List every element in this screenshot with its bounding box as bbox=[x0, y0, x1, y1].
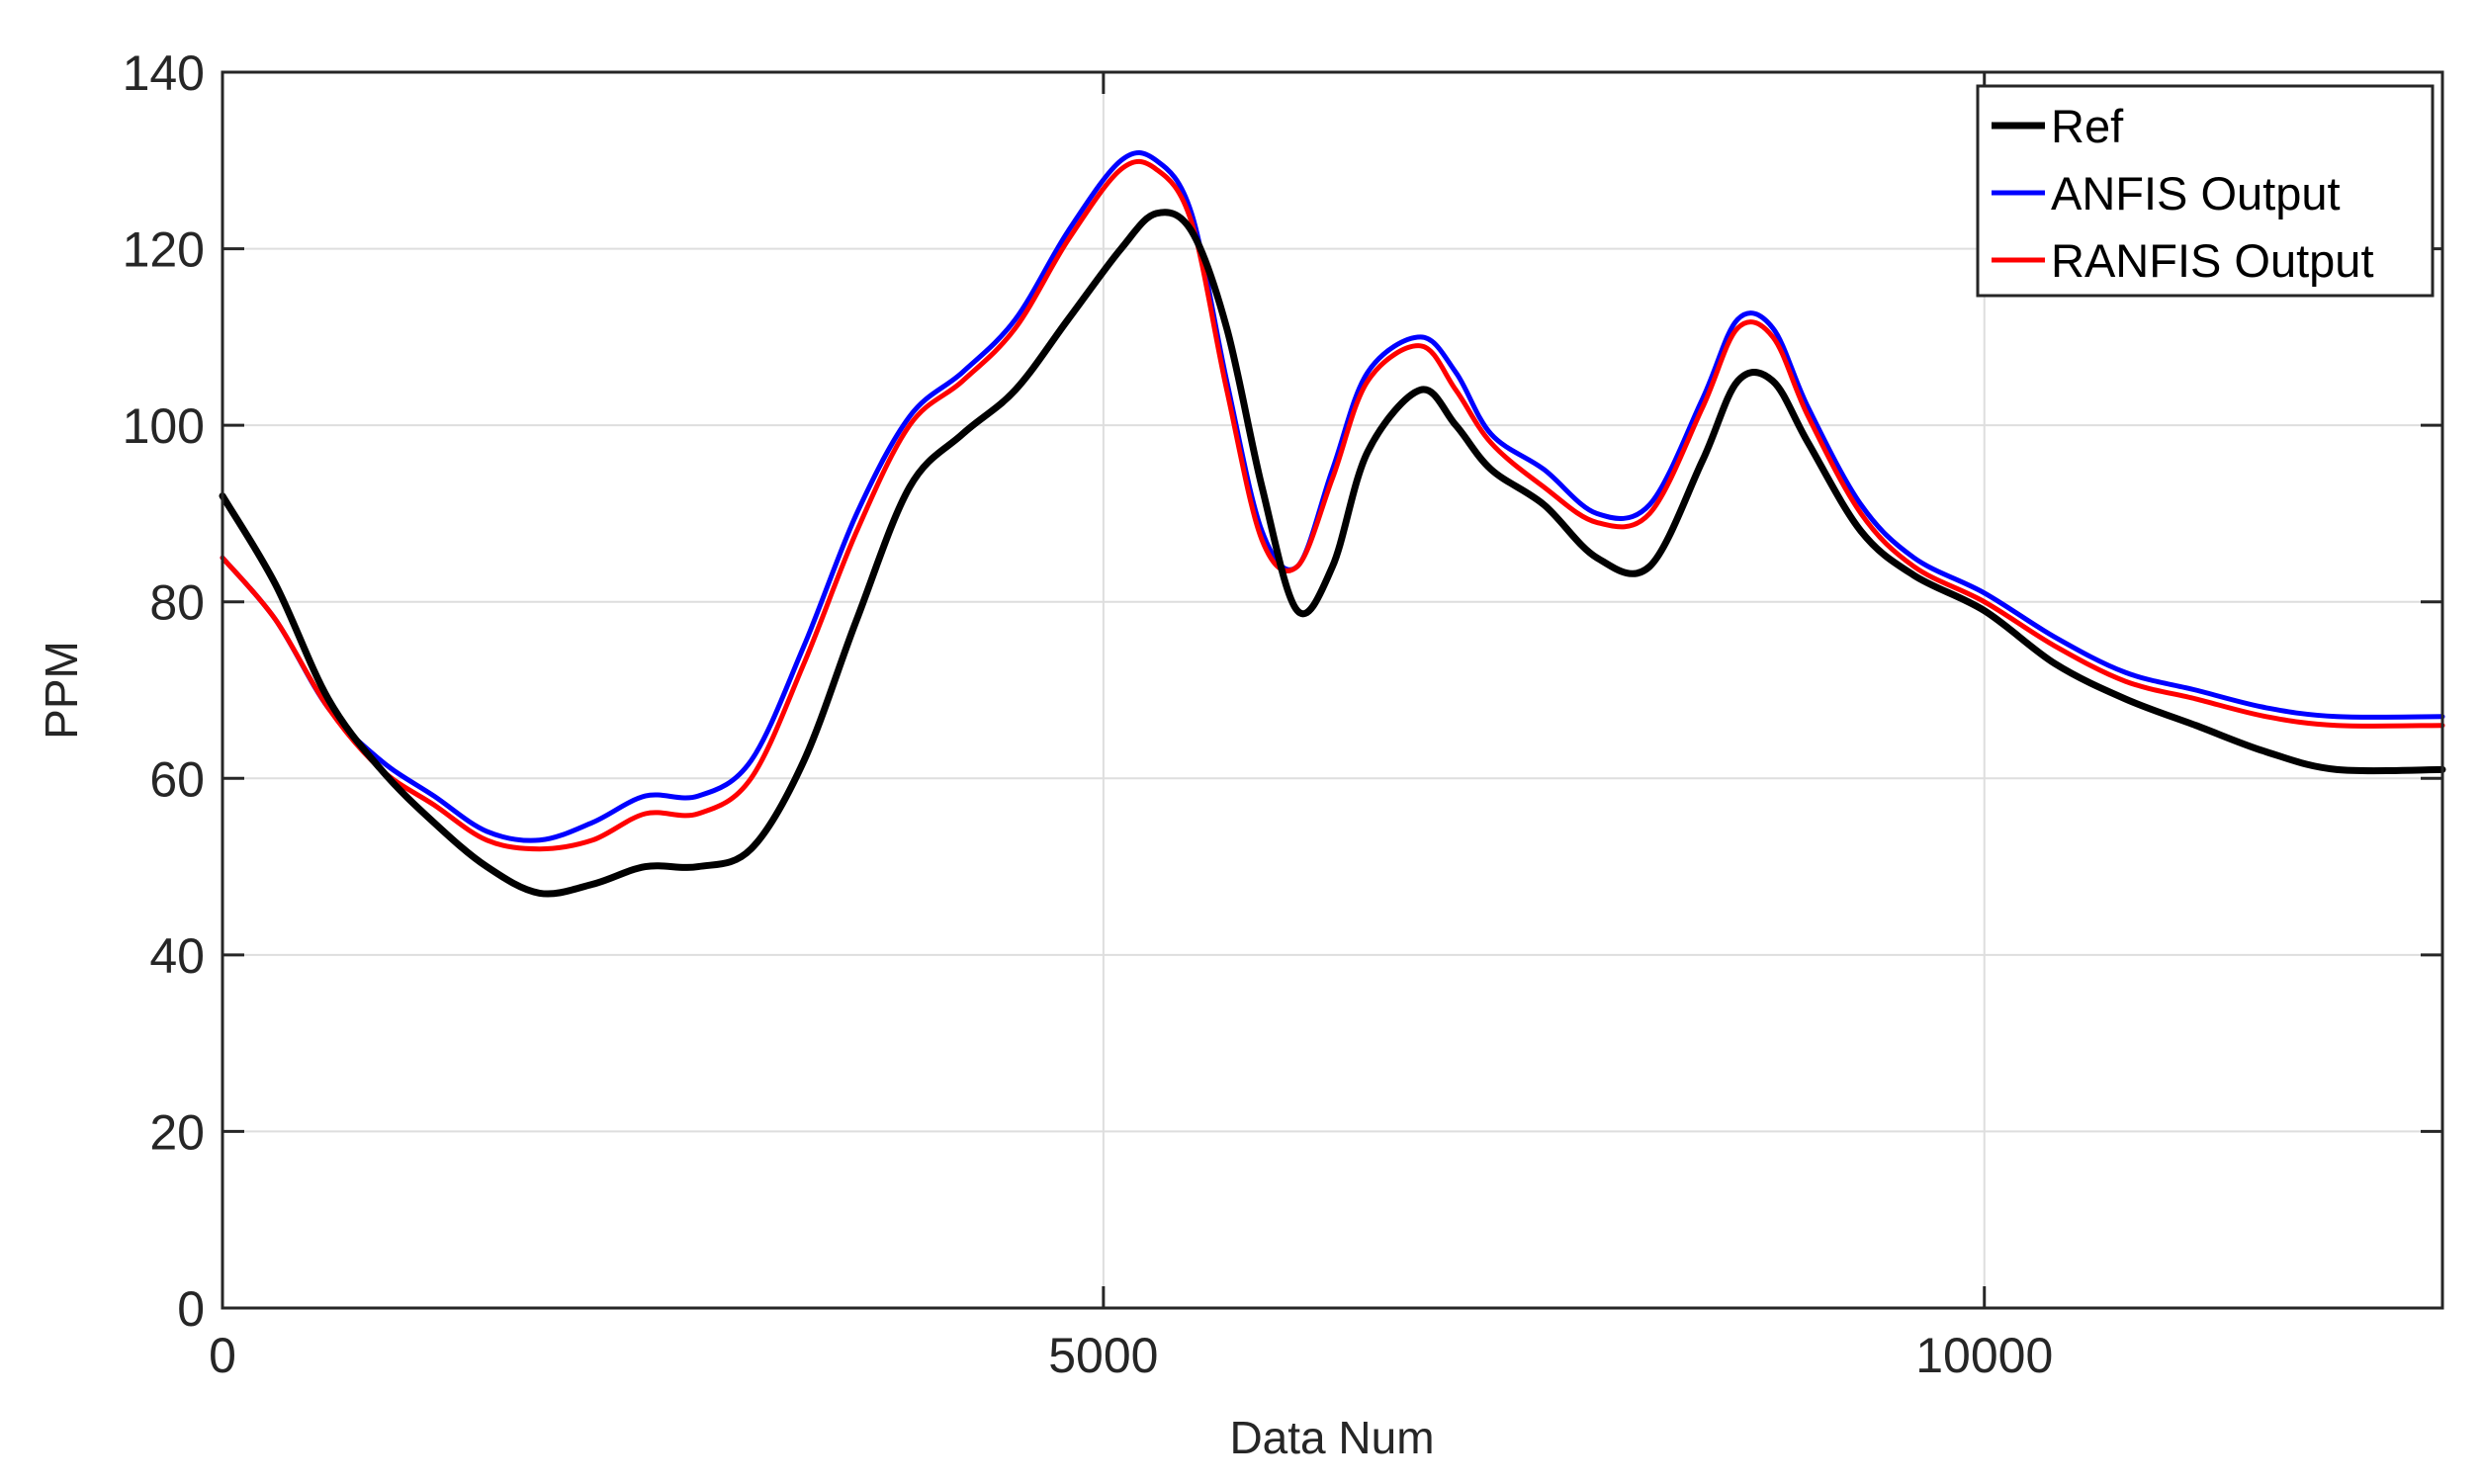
series-lines bbox=[219, 150, 2446, 898]
y-axis-label: PPM bbox=[36, 641, 87, 740]
legend-label: RANFIS Output bbox=[2051, 234, 2374, 287]
legend-label: Ref bbox=[2051, 100, 2124, 152]
y-tick-label: 140 bbox=[123, 45, 205, 101]
legend: Ref ANFIS Output RANFIS Output bbox=[1976, 84, 2435, 298]
y-tick-label: 60 bbox=[149, 751, 205, 807]
legend-box bbox=[1976, 84, 2435, 298]
x-tick-label: 0 bbox=[209, 1328, 236, 1383]
y-tick-label: 80 bbox=[149, 575, 205, 631]
y-tick-label: 0 bbox=[177, 1281, 205, 1337]
x-tick-label: 10000 bbox=[1915, 1328, 2053, 1383]
series-line-ranfis-output bbox=[220, 158, 2445, 852]
y-tick-label: 100 bbox=[123, 398, 205, 454]
legend-label: ANFIS Output bbox=[2051, 167, 2341, 219]
y-tick-label: 20 bbox=[149, 1104, 205, 1160]
plot-frame bbox=[221, 70, 2444, 1310]
x-tick-label: 5000 bbox=[1048, 1328, 1158, 1383]
series-line-ref bbox=[219, 209, 2446, 898]
y-axis: 0 20 40 60 80 100 120 140 bbox=[123, 45, 2442, 1337]
y-tick-label: 40 bbox=[149, 928, 205, 984]
series-line-anfis-output bbox=[220, 150, 2445, 843]
y-tick-label: 120 bbox=[123, 222, 205, 278]
x-axis-label: Data Num bbox=[1229, 1412, 1434, 1463]
x-axis: 0 5000 10000 bbox=[209, 72, 2053, 1383]
